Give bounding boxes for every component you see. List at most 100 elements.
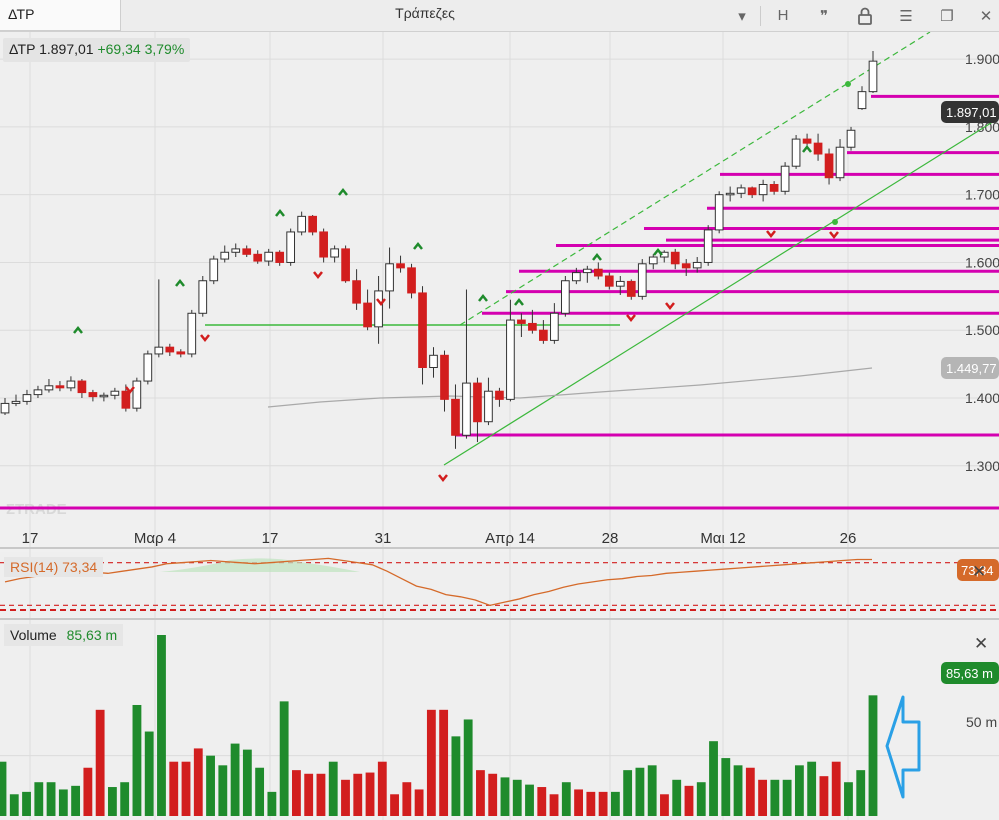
- volume-bar: [512, 779, 522, 816]
- candle-body: [308, 215, 317, 233]
- candle-body: [297, 215, 307, 233]
- volume-bar: [353, 773, 363, 816]
- candle-body: [561, 280, 570, 314]
- candle-body: [604, 275, 614, 287]
- volume-bar: [782, 779, 792, 816]
- volume-bar: [868, 695, 878, 816]
- volume-bar: [22, 791, 31, 816]
- volume-value-tag: [941, 662, 999, 684]
- volume-bar: [132, 704, 142, 816]
- candle-body: [418, 292, 427, 369]
- ticker-last-price: 1.897,01: [39, 41, 94, 57]
- candle-body: [110, 390, 120, 396]
- rsi-value-tag-label: 73,34: [961, 563, 994, 578]
- candle-body: [571, 272, 581, 282]
- dropdown-icon[interactable]: ▾: [738, 7, 746, 25]
- volume-bar: [770, 779, 780, 816]
- volume-label[interactable]: Volume 85,63 m: [4, 624, 124, 646]
- candle-body: [473, 382, 482, 423]
- x-tick-label: 28: [602, 530, 619, 547]
- volume-bar: [206, 755, 215, 816]
- volume-bar: [83, 767, 93, 816]
- x-tick-label: Μαι 12: [700, 530, 745, 547]
- y-tick-label: 1.700: [965, 187, 999, 203]
- lock-icon[interactable]: [845, 0, 885, 31]
- y-tick-label: 1.300: [965, 458, 999, 474]
- trend-point: [832, 219, 838, 225]
- volume-bar: [193, 748, 203, 816]
- close-icon[interactable]: ✕: [979, 7, 993, 25]
- volume-bar: [745, 767, 755, 816]
- volume-bar: [525, 784, 534, 816]
- candle-body: [868, 60, 878, 93]
- x-tick-label: 26: [840, 530, 857, 547]
- candle-body: [176, 351, 186, 355]
- price-tag: [941, 101, 999, 123]
- menu-icon[interactable]: ☰: [899, 7, 913, 25]
- volume-bar: [304, 773, 314, 816]
- candle-body: [44, 385, 54, 391]
- volume-value-tag-label: 85,63 m: [946, 666, 993, 681]
- volume-bar: [807, 761, 817, 816]
- candle-body: [264, 251, 274, 262]
- symbol-tab[interactable]: ΔΤΡ: [0, 0, 121, 31]
- volume-bar: [623, 770, 633, 816]
- candle-body: [341, 248, 350, 282]
- candle-body: [802, 138, 812, 144]
- volume-bar: [794, 765, 804, 816]
- candle-body: [648, 256, 658, 265]
- volume-bar: [292, 770, 301, 816]
- candle-body: [780, 165, 790, 192]
- fractal-up-marker: [338, 187, 348, 196]
- volume-bar: [537, 787, 547, 816]
- y-tick-label: 1.400: [965, 390, 999, 406]
- rsi-name: RSI(14): [10, 559, 59, 575]
- h-button[interactable]: H: [777, 7, 789, 24]
- candle-body: [231, 248, 241, 253]
- volume-bar: [586, 791, 596, 816]
- candle-body: [121, 390, 131, 409]
- candle-body: [374, 290, 383, 328]
- x-tick-label: Μαρ 4: [134, 530, 176, 547]
- candle-body: [484, 390, 493, 423]
- quote-icon[interactable]: ❞: [819, 7, 829, 25]
- candle-body: [451, 398, 460, 436]
- fractal-up-marker: [592, 252, 602, 261]
- candle-body: [165, 346, 175, 353]
- volume-bar: [377, 761, 387, 816]
- volume-tick-label: 50 m: [966, 714, 997, 730]
- candle-body: [703, 229, 713, 263]
- ticker-change-percent: 3,79%: [144, 41, 185, 57]
- candle-body: [626, 280, 636, 297]
- volume-bar: [402, 782, 412, 816]
- candle-body: [506, 319, 515, 400]
- volume-bar: [426, 709, 436, 816]
- volume-bar: [635, 767, 645, 816]
- volume-value: 85,63 m: [66, 627, 118, 643]
- candle-body: [681, 263, 691, 269]
- volume-bar: [58, 789, 68, 816]
- fractal-up-marker: [413, 241, 423, 250]
- candle-body: [330, 248, 339, 258]
- fractal-down-marker: [766, 230, 776, 239]
- volume-name: Volume: [10, 627, 57, 643]
- candle-body: [385, 263, 394, 292]
- volume-bar: [414, 789, 424, 816]
- restore-icon[interactable]: ❐: [940, 7, 954, 25]
- candle-body: [242, 248, 252, 255]
- rsi-close-icon[interactable]: ✕: [972, 562, 987, 581]
- candle-body: [736, 187, 746, 194]
- candle-body: [528, 322, 537, 331]
- volume-close-icon[interactable]: ✕: [974, 634, 989, 653]
- price-tag-label: 1.897,01: [946, 105, 997, 120]
- volume-bar: [9, 794, 19, 816]
- rsi-value: 73,34: [62, 559, 98, 575]
- fractal-up-marker: [478, 293, 488, 302]
- price-tag: [941, 357, 999, 379]
- y-tick-label: 1.500: [965, 322, 999, 338]
- candle-body: [154, 346, 164, 355]
- rsi-label[interactable]: RSI(14) 73,34: [4, 557, 104, 577]
- fractal-down-marker: [438, 474, 448, 483]
- candle-body: [462, 382, 471, 436]
